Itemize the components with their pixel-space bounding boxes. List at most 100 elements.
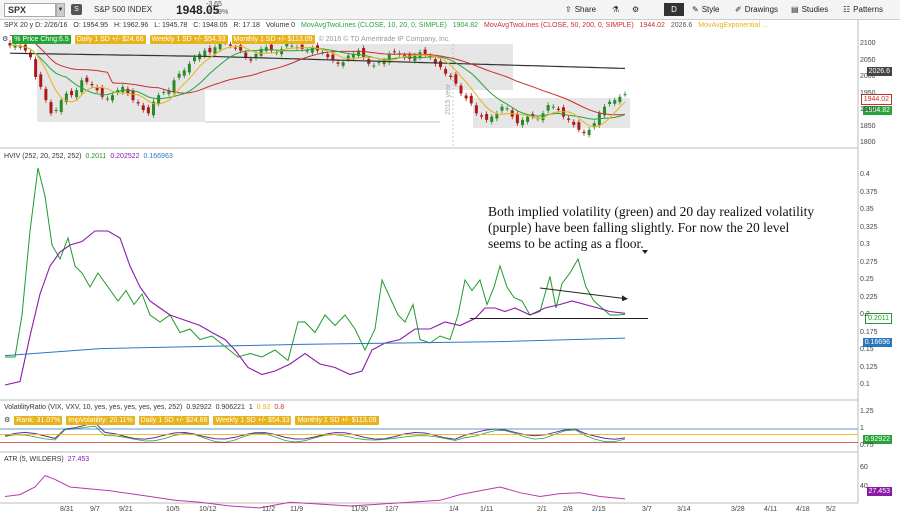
candle-body (64, 93, 68, 103)
hviv-axis-label: 0.2 (860, 311, 870, 318)
vr-monthly-tag: Monthly 1 SD +/- $113.09 (295, 416, 379, 425)
style-icon: ✎ (692, 5, 699, 14)
candle-body (546, 105, 550, 111)
candle-body (474, 105, 478, 114)
ma50-line (9, 34, 626, 116)
vr-value-3: 1 (248, 404, 253, 411)
candle-body (490, 116, 494, 122)
candle-body (480, 115, 483, 117)
candle-body (59, 100, 63, 112)
candle-body (85, 77, 89, 82)
candle-body (587, 129, 591, 136)
settings-button[interactable]: ⚙ (632, 3, 639, 17)
x-axis-label: 12/7 (385, 506, 399, 513)
candle-body (187, 63, 191, 73)
hviv-axis-label: 0.15 (860, 346, 874, 353)
x-axis-label: 3/14 (677, 506, 691, 513)
vr-value-2: 0.906221 (215, 404, 245, 411)
style-button[interactable]: ✎ Style (692, 5, 720, 14)
price-axis-label: 2050 (860, 56, 876, 64)
hviv-axis-label: 0.275 (860, 258, 878, 266)
price-panel-legend: ⚙% Price Chng:6.5 Daily 1 SD +/- $24.68 We… (2, 35, 454, 44)
cursor-marker-icon (642, 250, 648, 254)
x-axis-label: 11/9 (290, 506, 304, 513)
candle-body (111, 95, 114, 101)
flask-button[interactable]: ⚗ (612, 3, 619, 17)
patterns-button[interactable]: ☷ Patterns (843, 5, 883, 14)
quote-desc: SPX 20 y D: 2/26/16 (4, 22, 68, 29)
x-axis-label: 2/8 (563, 506, 573, 513)
share-button[interactable]: ⇪ Share (565, 5, 597, 14)
vr-series-line (4, 422, 626, 440)
candle-body (8, 43, 12, 46)
candle-body (521, 119, 524, 126)
hviv-hv-value: 0.202522 (110, 153, 140, 160)
vr-value-tag: 0.92922 (862, 435, 892, 444)
drawings-button[interactable]: ✐ Drawings (735, 5, 779, 14)
hviv-axis-label: 0.25 (860, 276, 874, 283)
vr-legend: VolatilityRatio (VIX, VXV, 10, yes, yes,… (4, 403, 288, 412)
candle-body (357, 50, 360, 56)
candle-body (208, 47, 212, 53)
candle-body (392, 51, 396, 53)
candle-body (264, 47, 268, 51)
candle-body (280, 48, 284, 55)
quote-low: L: 1945.78 (154, 22, 188, 29)
candle-body (75, 90, 79, 98)
candle-body (316, 45, 319, 51)
monthly-sd-tag: Monthly 1 SD +/- $113.09 (231, 35, 315, 44)
quote-info-line: SPX 20 y D: 2/26/16 O: 1954.95 H: 1962.9… (0, 21, 900, 31)
instrument-name: S&P 500 INDEX (94, 5, 153, 14)
vr-value-1: 0.92922 (186, 404, 212, 411)
candle-body (95, 87, 99, 91)
flask-icon: ⚗ (612, 5, 620, 14)
candle-body (100, 87, 104, 97)
toolbar: SPX ▼ S S&P 500 INDEX 1948.05 -3.65 -0.19… (0, 0, 900, 20)
candle-body (39, 74, 43, 87)
candle-body (623, 94, 627, 96)
symbol-input[interactable]: SPX (4, 3, 56, 17)
candle-body (269, 44, 273, 51)
candle-body (234, 47, 237, 49)
x-axis-label: 2/1 (537, 506, 547, 513)
candle-body (300, 44, 304, 49)
candle-body (146, 107, 150, 114)
hviv-axis-label: 0.375 (860, 188, 878, 196)
candle-body (49, 102, 53, 114)
x-axis-label: 9/7 (90, 506, 100, 513)
ma10-line (9, 44, 626, 128)
candle-body (228, 44, 232, 46)
symbol-badge[interactable]: S (71, 4, 82, 15)
candle-body (177, 73, 181, 78)
candle-body (485, 113, 489, 120)
candle-body (29, 52, 32, 58)
atr-axis-label: 60 (860, 464, 868, 471)
ma3-label: MovAvgExponential ... (698, 22, 768, 29)
candle-body (413, 55, 417, 61)
candle-body (167, 90, 171, 94)
candle-body (351, 53, 355, 58)
year-marker: 2015 year (445, 83, 452, 115)
hviv-axis-label: 0.225 (860, 293, 878, 301)
symbol-dropdown[interactable]: ▼ (56, 3, 65, 17)
quote-high: H: 1962.96 (113, 22, 149, 29)
atr-title: ATR (5, WILDERS) (4, 456, 64, 463)
hviv-axis-label: 0.3 (860, 241, 870, 248)
candle-body (556, 108, 560, 110)
quote-volume: Volume 0 (265, 22, 296, 29)
gear-icon[interactable]: ⚙ (2, 36, 9, 43)
studies-button[interactable]: ▤ Studies (791, 5, 829, 14)
iv-value-tag: 0.2011 (865, 313, 892, 324)
candle-body (603, 106, 606, 116)
candle-body (408, 54, 412, 59)
iv-series-line (5, 167, 626, 362)
gear-icon[interactable]: ⚙ (4, 417, 11, 424)
candle-body (362, 47, 366, 58)
candle-body (444, 69, 448, 74)
ma20-price-tag: 1904.82 (862, 106, 892, 115)
atr-series-line (4, 475, 626, 509)
price-axis-label: 1850 (860, 122, 876, 130)
candle-body (310, 47, 314, 53)
period-selector[interactable]: D (664, 3, 684, 16)
